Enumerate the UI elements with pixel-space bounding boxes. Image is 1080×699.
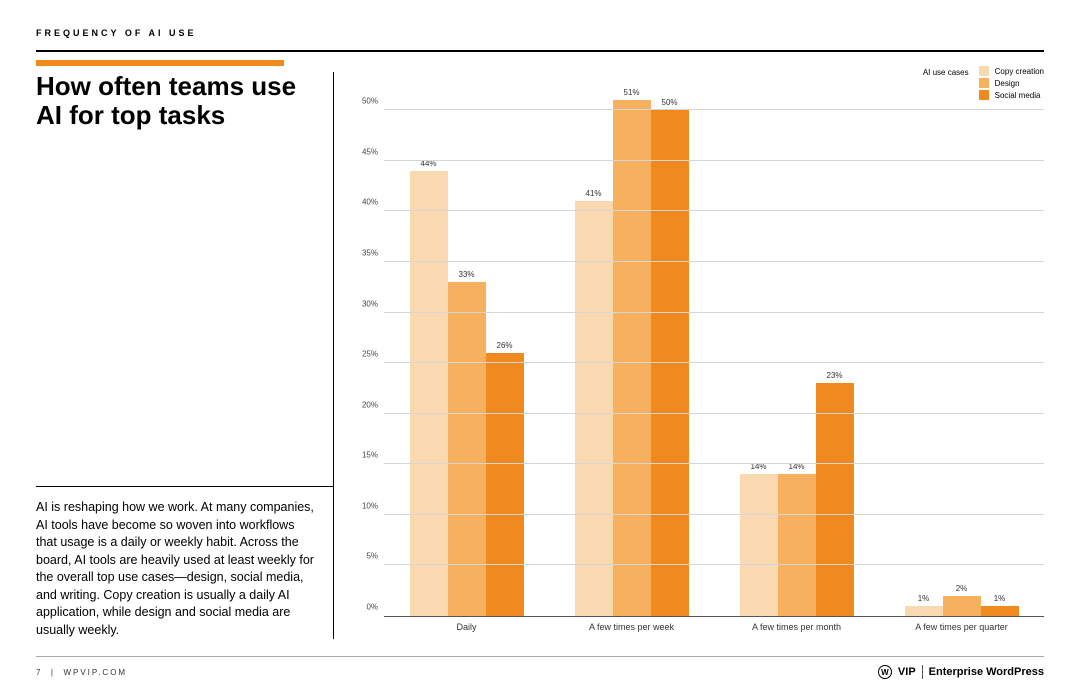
footer-sep: | [47, 668, 64, 677]
chart-groups: 44%33%26%Daily41%51%50%A few times per w… [384, 90, 1044, 616]
x-category-label: Daily [456, 622, 476, 632]
y-tick-label: 40% [362, 198, 378, 207]
brand-vip: VIP [898, 666, 916, 678]
y-tick-label: 15% [362, 451, 378, 460]
left-column: How often teams use AI for top tasks AI … [36, 72, 334, 639]
brand-separator [922, 665, 923, 679]
bar: 26% [486, 353, 524, 616]
top-rule [36, 50, 1044, 52]
footer-left: 7 | WPVIP.COM [36, 668, 127, 677]
bar-value-label: 50% [661, 98, 677, 107]
y-tick-label: 25% [362, 350, 378, 359]
legend-row: Design [979, 78, 1044, 88]
page-root: FREQUENCY OF AI USE How often teams use … [0, 0, 1080, 699]
y-tick-label: 20% [362, 400, 378, 409]
bar: 1% [905, 606, 943, 616]
grid-line [384, 312, 1044, 313]
brand-sub: Enterprise WordPress [929, 666, 1044, 678]
content-area: How often teams use AI for top tasks AI … [36, 72, 1044, 639]
grid-line [384, 160, 1044, 161]
legend-swatch [979, 66, 989, 76]
legend-label: Copy creation [995, 67, 1044, 76]
x-category-label: A few times per week [589, 622, 674, 632]
grid-line [384, 261, 1044, 262]
accent-bar [36, 60, 284, 66]
chart-plot: 44%33%26%Daily41%51%50%A few times per w… [384, 90, 1044, 617]
page-title: How often teams use AI for top tasks [36, 72, 333, 129]
bar-group: 14%14%23%A few times per month [714, 90, 879, 616]
y-tick-label: 45% [362, 147, 378, 156]
grid-line [384, 514, 1044, 515]
page-footer: 7 | WPVIP.COM W VIP Enterprise WordPress [36, 656, 1044, 679]
bar-value-label: 1% [994, 594, 1006, 603]
bar-value-label: 23% [826, 371, 842, 380]
bar-value-label: 33% [458, 270, 474, 279]
bar-value-label: 41% [585, 189, 601, 198]
bar: 41% [575, 201, 613, 616]
bar: 23% [816, 383, 854, 616]
wordpress-logo-icon: W [878, 665, 892, 679]
page-number: 7 [36, 668, 42, 677]
grid-line [384, 564, 1044, 565]
legend-row: Copy creation [979, 66, 1044, 76]
y-tick-label: 5% [366, 552, 378, 561]
legend-label: Design [995, 79, 1020, 88]
x-category-label: A few times per quarter [915, 622, 1008, 632]
bar-group: 1%2%1%A few times per quarter [879, 90, 1044, 616]
y-tick-label: 30% [362, 299, 378, 308]
y-tick-label: 35% [362, 248, 378, 257]
bar: 44% [410, 171, 448, 616]
bar: 51% [613, 100, 651, 616]
bar-group: 44%33%26%Daily [384, 90, 549, 616]
bar: 2% [943, 596, 981, 616]
bar: 14% [778, 474, 816, 616]
bar-value-label: 51% [623, 88, 639, 97]
grid-line [384, 210, 1044, 211]
chart-column: AI use cases Copy creationDesignSocial m… [334, 72, 1044, 639]
x-category-label: A few times per month [752, 622, 841, 632]
footer-site: WPVIP.COM [63, 668, 127, 677]
grid-line [384, 362, 1044, 363]
bar-value-label: 1% [918, 594, 930, 603]
legend-swatch [979, 78, 989, 88]
legend-title: AI use cases [923, 68, 969, 77]
bar: 14% [740, 474, 778, 616]
grid-line [384, 413, 1044, 414]
y-tick-label: 10% [362, 501, 378, 510]
bar-value-label: 2% [956, 584, 968, 593]
left-spacer [36, 129, 333, 486]
bar: 1% [981, 606, 1019, 616]
bar-value-label: 26% [496, 341, 512, 350]
y-tick-label: 50% [362, 97, 378, 106]
bar: 33% [448, 282, 486, 616]
chart-wrap: AI use cases Copy creationDesignSocial m… [354, 72, 1044, 639]
y-tick-label: 0% [366, 603, 378, 612]
eyebrow-label: FREQUENCY OF AI USE [36, 28, 1044, 38]
grid-line [384, 463, 1044, 464]
bar-group: 41%51%50%A few times per week [549, 90, 714, 616]
footer-right: W VIP Enterprise WordPress [878, 665, 1044, 679]
grid-line [384, 109, 1044, 110]
body-copy: AI is reshaping how we work. At many com… [36, 487, 333, 639]
